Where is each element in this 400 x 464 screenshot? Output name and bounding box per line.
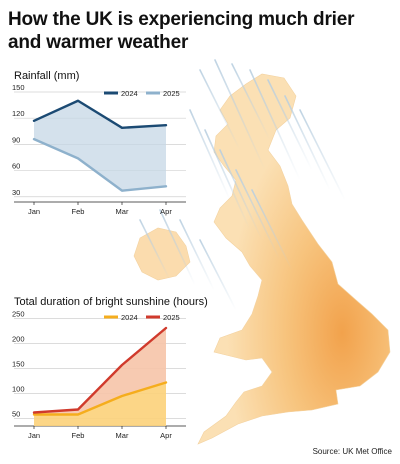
sunshine-series-2024-line	[32, 381, 168, 416]
sunshine-xtick-label: Feb	[72, 431, 85, 440]
rainfall-chart-title: Rainfall (mm)	[14, 70, 80, 82]
rainfall-ytick-label: 120	[12, 109, 25, 118]
sunshine-legend-label: 2024	[121, 313, 138, 322]
rainfall-xtick-label: Mar	[116, 207, 129, 216]
sunshine-ytick-label: 200	[12, 335, 25, 344]
rainfall-ytick-label: 60	[12, 162, 20, 171]
sunshine-ytick-label: 150	[12, 360, 25, 369]
sunshine-ytick-label: 50	[12, 410, 20, 419]
rainfall-series-2025-line	[32, 137, 168, 192]
sunshine-xtick-label: Jan	[28, 431, 40, 440]
rainfall-legend-label: 2024	[121, 89, 138, 98]
sunshine-ytick-label: 100	[12, 385, 25, 394]
rainfall-gap-area	[34, 100, 166, 191]
rainfall-legend-label: 2025	[163, 89, 180, 98]
sunshine-xtick-label: Mar	[116, 431, 129, 440]
sunshine-ytick-label: 250	[12, 310, 25, 319]
rainfall-xtick-label: Jan	[28, 207, 40, 216]
rainfall-ytick-label: 90	[12, 135, 20, 144]
rain-streaks	[139, 59, 346, 311]
rainfall-ytick-label: 150	[12, 83, 25, 92]
sunshine-series-2025-line	[32, 326, 168, 414]
rainfall-xtick-label: Apr	[160, 207, 172, 216]
great-britain-shape	[197, 73, 391, 445]
headline: How the UK is experiencing much drier an…	[8, 9, 355, 53]
sunshine-gap-area	[34, 328, 166, 415]
rainfall-ytick-label: 30	[12, 188, 20, 197]
sunshine-xtick-label: Apr	[160, 431, 172, 440]
sunshine-legend-label: 2025	[163, 313, 180, 322]
rainfall-series-2024-line	[32, 99, 168, 129]
source-note: Source: UK Met Office	[312, 447, 392, 456]
rainfall-xtick-label: Feb	[72, 207, 85, 216]
sunshine-chart-title: Total duration of bright sunshine (hours…	[14, 296, 208, 308]
northern-ireland-shape	[133, 227, 191, 281]
